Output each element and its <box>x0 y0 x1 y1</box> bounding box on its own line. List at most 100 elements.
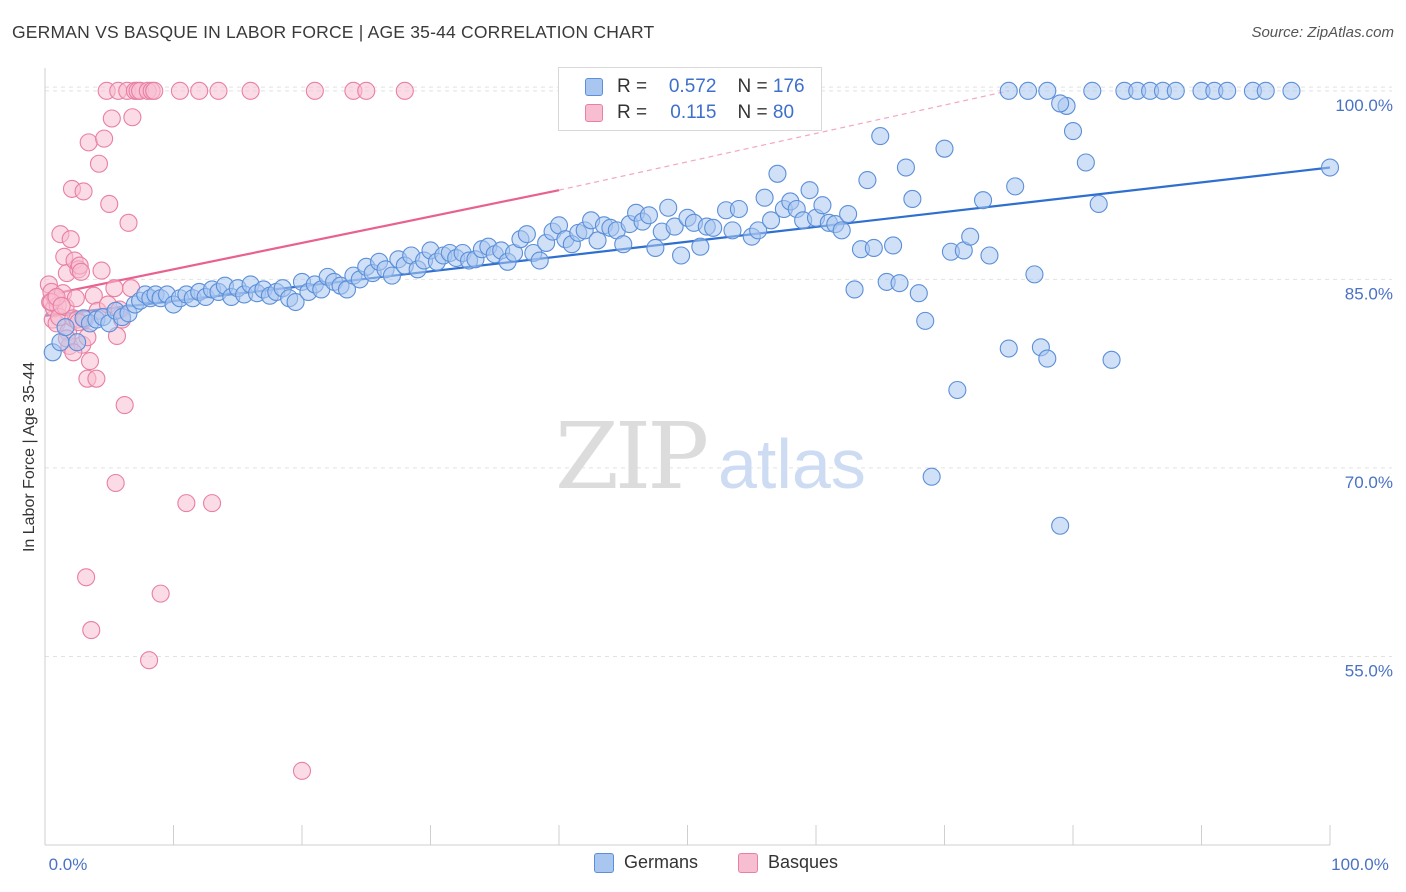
germans-point <box>530 251 549 270</box>
germans-point <box>999 339 1018 358</box>
basques-point <box>71 262 91 281</box>
basques-swatch <box>738 852 758 873</box>
basques-point <box>357 81 376 100</box>
basques-trend-line <box>44 189 560 297</box>
basques-point <box>292 761 312 780</box>
germans-point <box>858 171 877 190</box>
germans-point <box>1102 350 1121 369</box>
basques-point <box>140 651 159 670</box>
basques-point <box>74 182 93 201</box>
germans-point <box>1051 94 1070 113</box>
germans-point <box>884 236 903 255</box>
y-tick-label: 70.0% <box>1345 473 1393 492</box>
n-label: N = <box>737 76 768 97</box>
basques-point <box>77 568 96 587</box>
germans-point <box>916 311 935 330</box>
germans-point <box>68 333 87 352</box>
germans-point <box>864 238 883 258</box>
germans-point <box>517 225 536 244</box>
basques-point <box>203 494 222 513</box>
germans-point <box>896 158 916 177</box>
germans-point <box>749 221 768 240</box>
basques-point <box>151 584 170 603</box>
r-label: R = <box>617 102 648 123</box>
germans-point <box>800 181 819 200</box>
basques-point <box>177 494 196 513</box>
germans-point <box>672 246 691 265</box>
basques-label: Basques <box>768 852 839 872</box>
basques-point <box>66 289 85 308</box>
germans-point <box>922 467 941 486</box>
basques-point <box>305 81 324 100</box>
germans-point <box>948 380 967 400</box>
legend-row-basques: R = 0.115 N = 80 <box>585 101 794 125</box>
basques-point <box>145 81 164 100</box>
germans-swatch <box>594 852 614 873</box>
germans-point <box>961 227 980 246</box>
y-axis-label: In Labor Force | Age 35-44 <box>21 362 38 552</box>
basques-point <box>95 129 114 148</box>
y-tick-label: 100.0% <box>1335 96 1393 115</box>
basques-point <box>106 473 125 493</box>
germans-point <box>1038 349 1057 368</box>
germans-point <box>704 218 723 237</box>
axes <box>44 68 1331 846</box>
r-value: 0.572 <box>668 76 717 97</box>
watermark-zip: ZIP <box>555 403 706 510</box>
basques-point <box>87 369 106 388</box>
n-label: N = <box>737 102 768 123</box>
germans-point <box>286 292 305 312</box>
germans-point <box>51 333 70 352</box>
germans-point <box>755 188 774 207</box>
basques-point <box>170 81 189 100</box>
source-credit: Source: ZipAtlas.com <box>1251 24 1394 41</box>
basques-point <box>52 296 71 315</box>
germans-point <box>845 280 864 299</box>
germans-point <box>56 318 75 337</box>
germans-point <box>665 217 684 236</box>
basques-point <box>209 81 228 100</box>
germans-point <box>646 238 665 258</box>
germans-point <box>761 211 781 230</box>
germans-swatch <box>585 78 603 96</box>
germans-point <box>1025 265 1044 284</box>
chart-title: GERMAN VS BASQUE IN LABOR FORCE | AGE 35… <box>12 22 655 42</box>
germans-label: Germans <box>624 852 699 872</box>
germans-point <box>1018 81 1038 100</box>
germans-point <box>909 284 928 303</box>
germans-point <box>1063 122 1083 141</box>
germans-point <box>768 164 787 183</box>
germans-points <box>43 81 1340 535</box>
germans-point <box>1256 81 1275 100</box>
basques-point <box>89 154 109 173</box>
basques-points <box>39 81 414 780</box>
basques-point <box>190 81 209 100</box>
basques-point <box>123 108 142 127</box>
basques-point <box>241 81 260 100</box>
germans-point <box>1006 177 1025 196</box>
germans-point <box>729 199 748 219</box>
n-value: 176 <box>772 76 805 97</box>
germans-point <box>903 189 922 208</box>
basques-trend-extension <box>558 90 1009 191</box>
basques-point <box>79 133 98 152</box>
germans-point <box>723 221 742 240</box>
germans-point <box>639 206 659 225</box>
germans-point <box>973 191 993 210</box>
germans-point <box>1166 81 1185 100</box>
basques-point <box>119 213 138 232</box>
germans-point <box>691 237 710 256</box>
germans-point <box>813 196 832 215</box>
germans-point <box>832 221 851 240</box>
germans-point <box>1083 81 1102 100</box>
basques-point <box>82 621 101 640</box>
germans-point <box>1282 81 1301 100</box>
legend-item-basques: Basques <box>738 852 838 873</box>
grid-lines <box>45 86 1392 657</box>
basques-point <box>100 194 119 214</box>
germans-point <box>1089 194 1108 214</box>
germans-point <box>980 246 999 265</box>
x-tick-label: 100.0% <box>1331 855 1389 874</box>
germans-point <box>1038 81 1057 100</box>
